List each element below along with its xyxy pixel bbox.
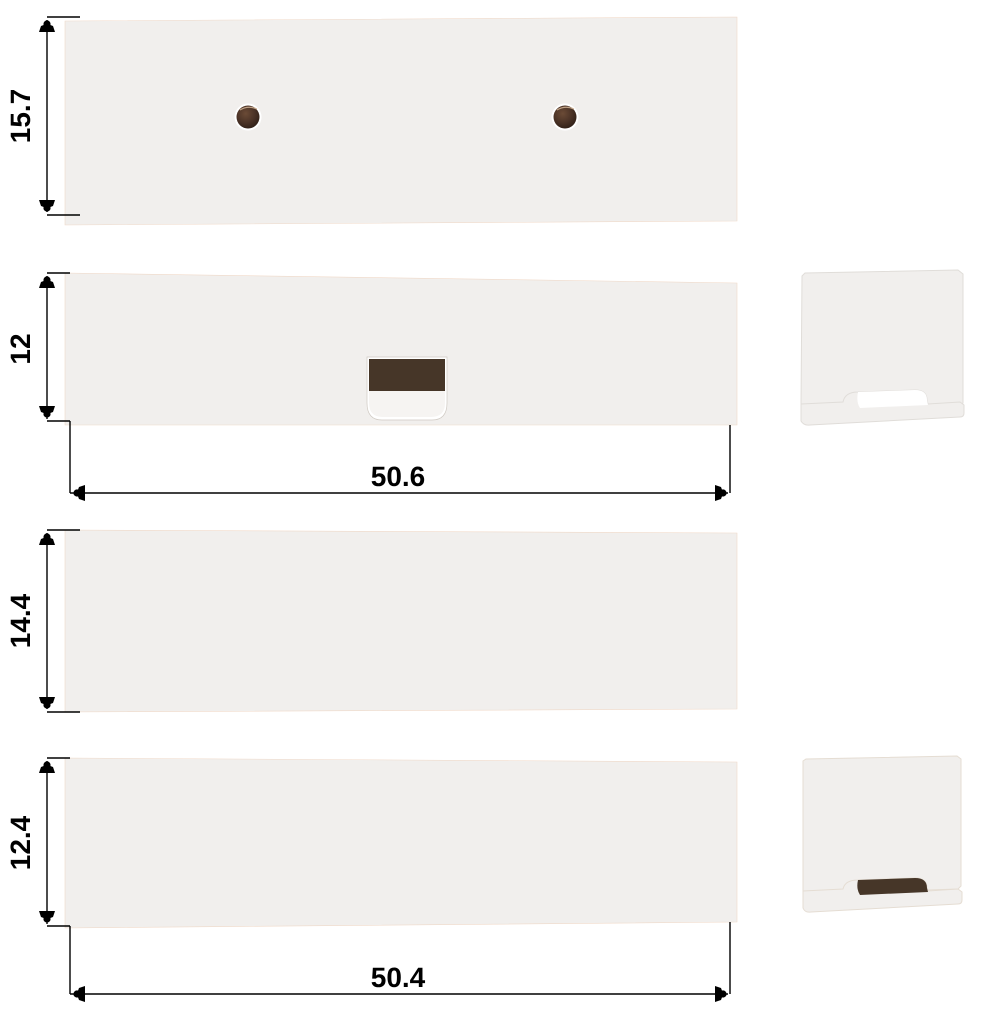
svg-text:12: 12 xyxy=(5,333,36,364)
svg-text:14.4: 14.4 xyxy=(5,593,36,648)
svg-text:15.7: 15.7 xyxy=(5,89,36,144)
svg-text:50.4: 50.4 xyxy=(371,962,426,993)
svg-text:50.6: 50.6 xyxy=(371,461,426,492)
svg-text:12.4: 12.4 xyxy=(5,815,36,870)
